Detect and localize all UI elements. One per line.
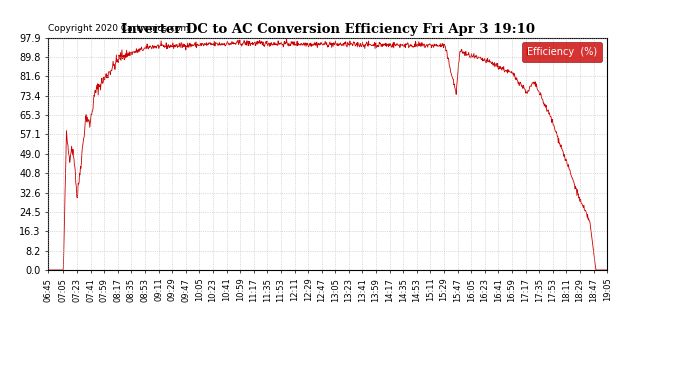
Text: Copyright 2020 Cartronics.com: Copyright 2020 Cartronics.com (48, 24, 190, 33)
Legend: Efficiency  (%): Efficiency (%) (522, 42, 602, 62)
Title: Inverter DC to AC Conversion Efficiency Fri Apr 3 19:10: Inverter DC to AC Conversion Efficiency … (121, 23, 535, 36)
